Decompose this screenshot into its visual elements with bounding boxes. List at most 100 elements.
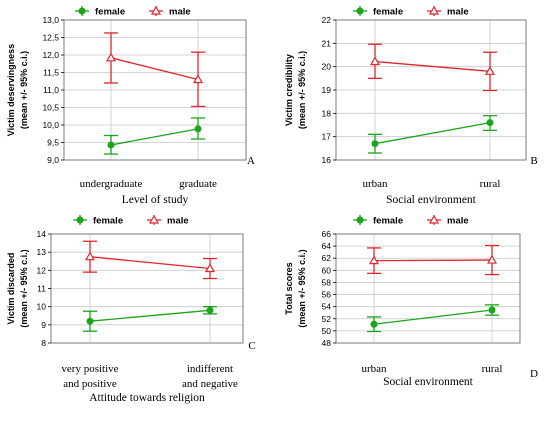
panel-b-legend-male-marker: [428, 5, 440, 15]
panel-d-y-axis-label-line1: Total scores: [284, 262, 294, 314]
panel-c-y-tick-label: 9: [41, 320, 46, 330]
panel-a-legend-female-label: female: [95, 7, 125, 18]
panel-d-y-axis-label-line2: (mean +/- 95% c.i.): [297, 249, 307, 327]
panel-c-y-tick-label: 11: [37, 284, 46, 294]
panel-d-y-tick-label: 52: [322, 314, 332, 324]
panel-b-x-axis-label: Social environment: [386, 194, 477, 206]
panel-a-y-tick-label: 11,5: [43, 68, 59, 78]
panel-d-male-series-line: [373, 259, 493, 262]
panel-d-y-tick-label: 48: [322, 338, 332, 348]
panel-c-panel-letter: C: [248, 340, 255, 352]
panel-c-female-point: [206, 306, 214, 314]
panel-b-legend-female-marker: [356, 7, 364, 15]
panel-a-y-tick-label: 10,5: [42, 103, 59, 113]
panel-a-female-series-line: [110, 128, 199, 146]
panel-a-y-tick-label: 9,5: [47, 138, 59, 148]
panel-c-male-series-line: [89, 256, 211, 270]
panel-b-male-point: [369, 56, 381, 66]
panel-c-male-point: [84, 251, 96, 261]
panel-c-legend-female-label: female: [93, 216, 123, 227]
panel-d-female-series-line: [373, 309, 493, 325]
panel-d-male-point: [486, 254, 498, 264]
panel-a-y-tick-label: 12,0: [42, 50, 59, 60]
panel-d-legend-male-marker: [428, 214, 440, 224]
panel-c-y-axis-label-line2: (mean +/- 95% c.i.): [19, 249, 29, 327]
panel-c-y-tick-label: 12: [37, 265, 47, 275]
panel-c-category-label: indifferent: [187, 363, 233, 375]
panel-c-x-axis-label: Attitude towards religion: [89, 392, 205, 404]
panel-b-female-series-line: [374, 122, 491, 145]
panel-a-x-axis-label: Level of study: [122, 194, 189, 206]
panel-a-male-series-line: [110, 57, 199, 81]
panel-b-legend-female-label: female: [373, 7, 403, 18]
panel-c-category-label: very positive: [61, 363, 118, 375]
panel-a-y-tick-label: 12,5: [42, 33, 59, 43]
panel-c-y-tick-label: 10: [37, 302, 47, 312]
panel-b-y-tick-label: 22: [322, 15, 332, 25]
panel-a-legend-male-label: male: [169, 7, 191, 18]
panel-b-y-tick-label: 17: [322, 132, 332, 142]
panel-b-female-point: [371, 140, 379, 148]
panel-b-y-tick-label: 21: [322, 38, 332, 48]
panel-d-panel-letter: D: [530, 368, 538, 380]
panel-a-panel-letter: A: [247, 155, 255, 167]
panel-b-y-tick-label: 20: [322, 62, 332, 72]
panel-c-category-label: and positive: [63, 378, 117, 390]
panel-d-plot-frame: [335, 233, 521, 344]
panel-c-female-series-line: [89, 309, 211, 322]
panel-d-y-tick-label: 64: [322, 241, 332, 251]
panel-c-y-tick-label: 8: [41, 338, 46, 348]
panel-c-male-point: [204, 263, 216, 273]
panel-b-female-point: [486, 119, 494, 127]
panel-a-male-point: [192, 74, 204, 84]
panel-a-y-tick-label: 9,0: [47, 155, 59, 165]
panel-a-y-tick-label: 13,0: [42, 15, 59, 25]
panel-d-male-point: [368, 255, 380, 265]
panel-b-category-label: rural: [480, 178, 501, 190]
panel-c-legend-male-label: male: [167, 216, 189, 227]
panel-d-y-tick-label: 58: [322, 277, 332, 287]
panel-c-female-point: [86, 317, 94, 325]
panel-c-legend-male-marker: [148, 214, 160, 224]
panel-b-panel-letter: B: [530, 155, 537, 167]
panel-d-y-tick-label: 54: [322, 302, 332, 312]
panel-b-male-series-line: [374, 60, 491, 72]
panel-d-y-tick-label: 62: [322, 253, 332, 263]
panel-a-legend-female-marker: [78, 7, 86, 15]
panel-b-category-label: urban: [362, 178, 388, 190]
panel-b-male-point: [484, 66, 496, 75]
panel-a-legend-male-marker: [150, 5, 162, 15]
panel-a-y-tick-label: 11,0: [43, 85, 59, 95]
panel-a-category-label: undergraduate: [80, 178, 143, 190]
panel-b-y-tick-label: 16: [322, 155, 332, 165]
panel-d-y-tick-label: 60: [322, 265, 332, 275]
panel-a-y-axis-label-line1: Victim deservingness: [6, 44, 16, 136]
panel-a-category-label: graduate: [179, 178, 217, 190]
panel-b-y-tick-label: 19: [322, 85, 332, 95]
panel-a-male-point: [105, 52, 117, 62]
panel-d-legend-male-label: male: [447, 216, 469, 227]
panel-d-female-point: [370, 320, 378, 328]
panel-a-female-point: [107, 141, 115, 149]
panel-d-y-tick-label: 50: [322, 326, 332, 336]
panel-c-category-label: and negative: [182, 378, 238, 390]
panel-d-y-tick-label: 66: [322, 229, 332, 239]
panel-d-y-tick-label: 56: [322, 290, 332, 300]
panel-c-y-axis-label-line1: Victim discarded: [6, 253, 16, 325]
panel-d-category-label: rural: [482, 363, 503, 375]
panel-d-legend-female-label: female: [373, 216, 403, 227]
panel-a-y-tick-label: 10,0: [42, 120, 59, 130]
panel-b-y-axis-label-line2: (mean +/- 95% c.i.): [297, 51, 307, 129]
panel-c-y-tick-label: 13: [37, 247, 47, 257]
panel-b-legend-male-label: male: [447, 7, 469, 18]
panel-b-y-tick-label: 18: [322, 108, 332, 118]
panel-c-y-tick-label: 14: [37, 229, 47, 239]
panel-a-y-axis-label-line2: (mean +/- 95% c.i.): [19, 51, 29, 129]
panel-d-category-label: urban: [361, 363, 387, 375]
panel-c-legend-female-marker: [76, 216, 84, 224]
panel-d-x-axis-label: Social environment: [383, 376, 474, 388]
panel-d-female-point: [488, 306, 496, 314]
panel-b-y-axis-label-line1: Victim credibility: [284, 54, 294, 126]
panel-d-legend-female-marker: [356, 216, 364, 224]
